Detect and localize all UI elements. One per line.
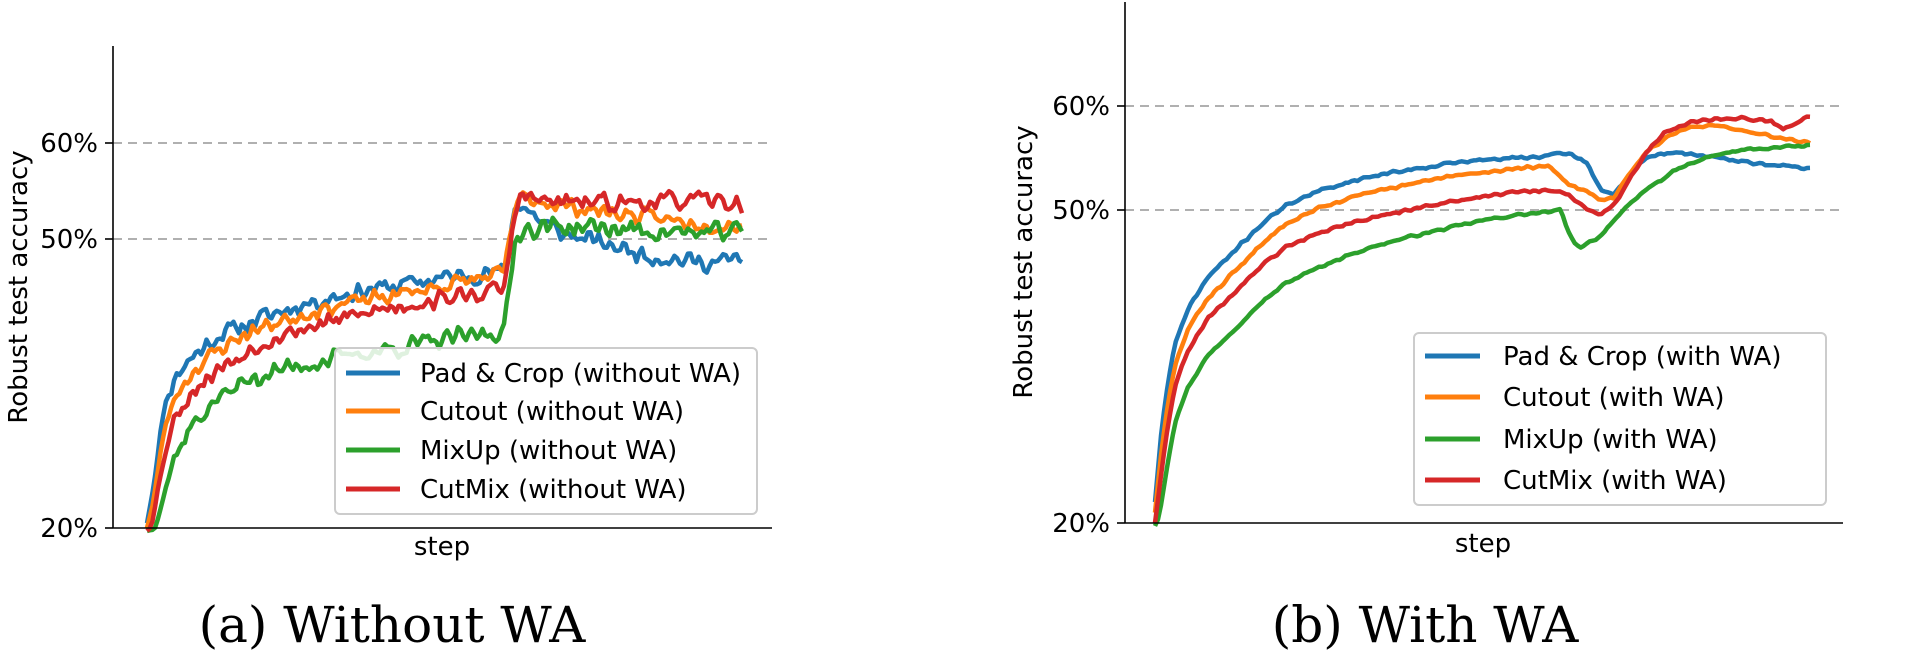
y-tick-label-50: 50% xyxy=(1052,196,1110,226)
y-tick-label-60: 60% xyxy=(40,129,98,159)
chart-panel-a: 60% 50% 20% step Robust test accuracy Pa… xyxy=(4,46,772,654)
legend-label-cutmix: CutMix (with WA) xyxy=(1503,466,1727,496)
legend: Pad & Crop (without WA) Cutout (without … xyxy=(334,347,758,515)
legend-label-cutmix: CutMix (without WA) xyxy=(420,475,687,505)
x-axis-label: step xyxy=(414,532,470,562)
y-axis-label: Robust test accuracy xyxy=(1009,125,1039,398)
series-line-mixup-without-wa xyxy=(146,215,744,534)
series-line-mixup-with-wa xyxy=(1152,142,1811,527)
y-tick-label-20: 20% xyxy=(40,514,98,544)
y-tick-label-60: 60% xyxy=(1052,92,1110,122)
y-axis-label: Robust test accuracy xyxy=(4,150,34,423)
legend-label-mixup: MixUp (without WA) xyxy=(420,436,677,466)
series-line-pad-crop-with-wa xyxy=(1152,150,1811,503)
chart-panel-b: 60% 50% 20% step Robust test accuracy Pa… xyxy=(1009,2,1843,654)
legend-label-cutout: Cutout (with WA) xyxy=(1503,383,1724,413)
legend-label-mixup: MixUp (with WA) xyxy=(1503,425,1718,455)
plot-area-b xyxy=(1152,114,1812,527)
legend-frame xyxy=(334,347,758,515)
legend-frame xyxy=(1413,332,1827,506)
x-axis-label: step xyxy=(1455,529,1511,559)
legend: Pad & Crop (with WA) Cutout (with WA) Mi… xyxy=(1413,332,1827,506)
legend-label-pad-crop: Pad & Crop (with WA) xyxy=(1503,342,1781,372)
plot-area-a xyxy=(144,188,745,534)
y-tick-label-50: 50% xyxy=(40,225,98,255)
caption-a: (a) Without WA xyxy=(199,596,587,654)
series-line-cutmix-with-wa xyxy=(1152,114,1811,524)
series-line-cutout-with-wa xyxy=(1152,122,1812,513)
y-tick-label-20: 20% xyxy=(1052,509,1110,539)
series-line-pad-crop-without-wa xyxy=(144,204,744,524)
legend-label-pad-crop: Pad & Crop (without WA) xyxy=(420,359,741,389)
series-line-cutmix-without-wa xyxy=(145,188,745,533)
legend-label-cutout: Cutout (without WA) xyxy=(420,397,684,427)
caption-b: (b) With WA xyxy=(1272,596,1580,654)
